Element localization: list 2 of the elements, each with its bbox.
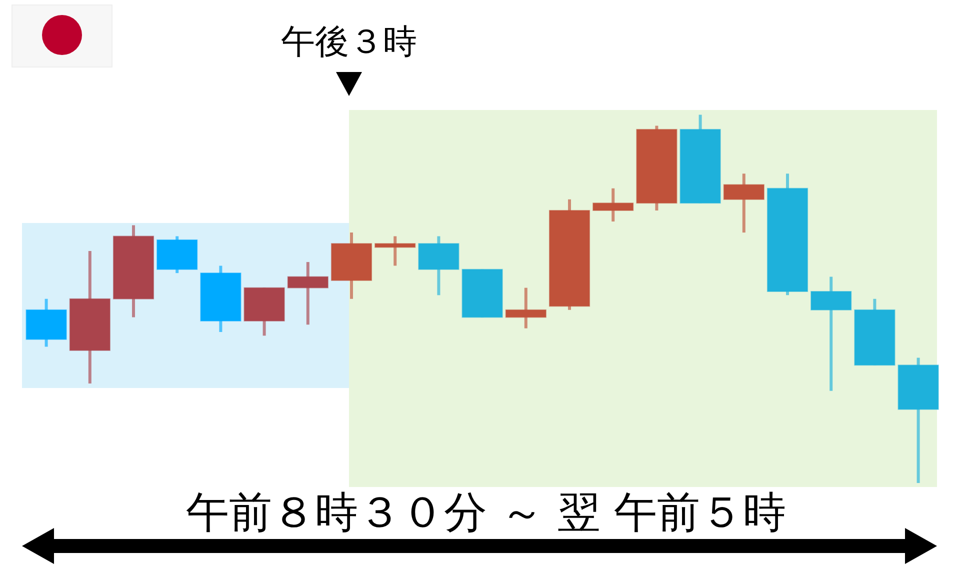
text: 午後３時 [281, 22, 417, 62]
text: 午前８時３０分 ～ 翌 午前５時 [186, 488, 786, 538]
